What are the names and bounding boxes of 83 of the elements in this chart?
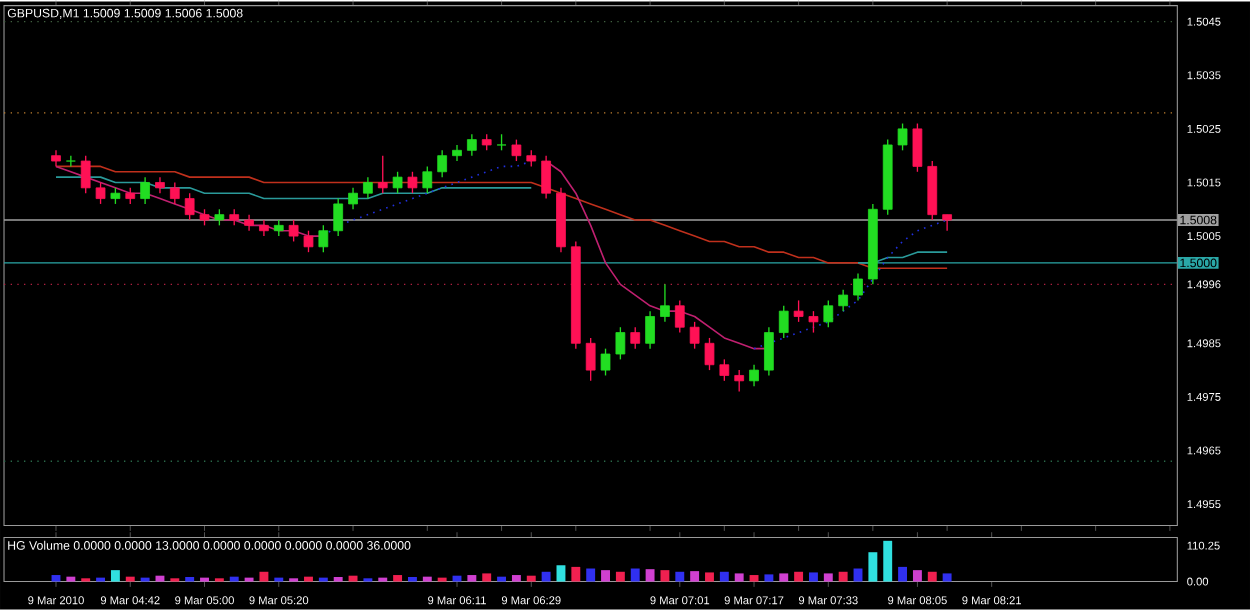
bar — [155, 576, 165, 582]
bar — [883, 541, 893, 582]
bar — [838, 572, 848, 582]
candlestick — [66, 155, 76, 168]
bar — [482, 573, 492, 582]
bar — [630, 568, 640, 582]
candlestick — [259, 219, 269, 238]
candlestick — [377, 155, 388, 195]
candlestick — [808, 310, 819, 334]
bar — [898, 567, 908, 582]
bar — [764, 574, 774, 582]
candlestick — [853, 273, 863, 302]
candlestick — [541, 155, 551, 200]
candlestick — [184, 192, 195, 222]
bar — [823, 573, 833, 582]
candlestick — [348, 187, 358, 211]
candlestick — [645, 310, 655, 350]
candlestick — [942, 214, 952, 232]
bar — [110, 570, 120, 582]
bar — [779, 573, 789, 582]
candlestick — [764, 326, 774, 377]
candlestick — [140, 176, 150, 206]
candlestick — [437, 150, 448, 179]
candlestick — [734, 369, 745, 393]
candlestick — [318, 225, 329, 254]
candlestick — [407, 171, 418, 195]
candlestick — [363, 176, 373, 200]
candlestick — [288, 219, 299, 243]
candlestick — [615, 326, 626, 361]
candlestick — [778, 305, 789, 340]
bar — [541, 572, 551, 582]
candlestick — [303, 230, 314, 254]
bar — [51, 575, 61, 582]
candlestick — [674, 300, 685, 334]
candlestick — [585, 337, 596, 382]
bar — [942, 573, 952, 582]
bar — [615, 572, 625, 582]
bar — [526, 576, 536, 582]
candlestick — [793, 300, 804, 323]
candlestick — [467, 134, 477, 157]
bar — [912, 570, 922, 582]
candlestick — [333, 198, 344, 238]
bar — [571, 567, 581, 582]
candlestick — [95, 182, 106, 206]
bar — [660, 570, 670, 582]
candlestick — [630, 326, 641, 350]
bar — [927, 572, 937, 582]
candlestick — [169, 182, 180, 206]
candlestick — [719, 359, 730, 382]
bar — [794, 572, 804, 582]
candlestick — [897, 123, 908, 152]
bar — [601, 570, 610, 582]
candlestick — [912, 123, 923, 173]
bar — [556, 565, 566, 582]
bar — [348, 576, 358, 582]
candlestick — [823, 300, 834, 329]
bar — [808, 572, 818, 582]
candlestick — [600, 348, 611, 377]
candlestick — [511, 139, 522, 163]
candlestick — [838, 289, 849, 313]
candlestick — [749, 364, 759, 388]
bar — [393, 575, 403, 582]
candlestick — [80, 155, 91, 195]
bar — [719, 572, 729, 582]
bar — [511, 575, 521, 582]
bar — [749, 575, 759, 582]
bar — [645, 569, 655, 582]
candlestick — [660, 284, 670, 323]
bar — [690, 571, 700, 582]
bar — [259, 572, 269, 582]
bar — [452, 576, 462, 582]
candlestick — [392, 171, 403, 195]
candlestick — [422, 166, 433, 195]
bar — [734, 573, 744, 582]
bar — [853, 568, 863, 582]
bar — [586, 568, 596, 582]
candlestick — [689, 321, 700, 350]
candlestick — [704, 337, 715, 372]
bar — [868, 552, 878, 582]
bar — [467, 575, 477, 582]
bar — [675, 572, 685, 582]
bar — [705, 572, 714, 582]
candlestick — [452, 144, 462, 163]
